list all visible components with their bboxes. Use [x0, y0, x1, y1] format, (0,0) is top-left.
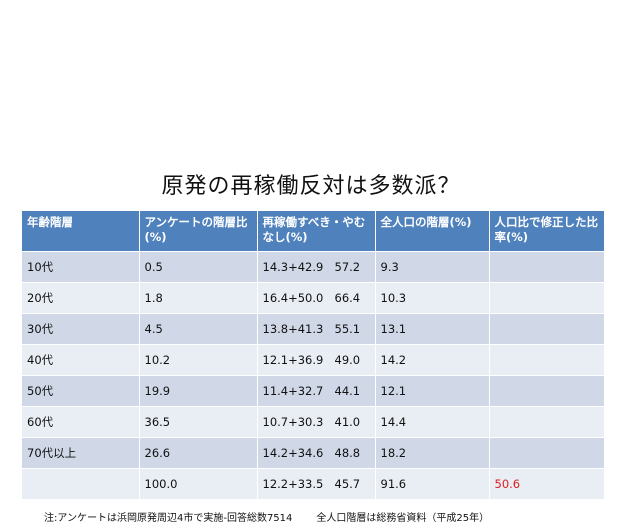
- adjusted-cell: [489, 437, 604, 469]
- table-row: 20代 1.8 16.4+50.0 66.4 10.3: [22, 282, 604, 314]
- table-row: 30代 4.5 13.8+41.3 55.1 13.1: [22, 313, 604, 345]
- survey-ratio-cell: 4.5: [139, 313, 258, 345]
- restart-cell: 10.7+30.3 41.0: [257, 406, 376, 438]
- header-age: 年齢階層: [22, 211, 140, 252]
- data-table: 年齢階層 アンケートの階層比(%) 再稼働すべき・やむなし(%) 全人口の階層(…: [22, 211, 604, 499]
- table-header-row: 年齢階層 アンケートの階層比(%) 再稼働すべき・やむなし(%) 全人口の階層(…: [22, 211, 604, 252]
- survey-ratio-cell: 36.5: [139, 406, 258, 438]
- table-row: 60代 36.5 10.7+30.3 41.0 14.4: [22, 406, 604, 438]
- restart-total: 55.1: [334, 322, 361, 336]
- table-row: 70代以上 26.6 14.2+34.6 48.8 18.2: [22, 437, 604, 469]
- restart-formula: 13.8+41.3: [262, 322, 324, 336]
- restart-cell: 16.4+50.0 66.4: [257, 282, 376, 314]
- age-cell: 10代: [22, 251, 140, 283]
- header-restart: 再稼働すべき・やむなし(%): [257, 211, 376, 252]
- restart-cell: 13.8+41.3 55.1: [257, 313, 376, 345]
- population-cell: 10.3: [375, 282, 490, 314]
- footnote-survey: 注:アンケートは浜岡原発周辺4市で実施-回答総数7514: [44, 513, 293, 524]
- restart-cell: 14.2+34.6 48.8: [257, 437, 376, 469]
- restart-formula: 14.2+34.6: [262, 446, 324, 460]
- restart-total: 44.1: [334, 384, 361, 398]
- age-cell: 60代: [22, 406, 140, 438]
- restart-total: 48.8: [334, 446, 361, 460]
- population-cell: 14.2: [375, 344, 490, 376]
- header-population: 全人口の階層(%): [375, 211, 490, 252]
- age-cell: 30代: [22, 313, 140, 345]
- survey-ratio-cell: 10.2: [139, 344, 258, 376]
- restart-formula: 12.1+36.9: [262, 353, 324, 367]
- table-row: 10代 0.5 14.3+42.9 57.2 9.3: [22, 251, 604, 283]
- population-cell: 91.6: [375, 468, 490, 499]
- restart-cell: 14.3+42.9 57.2: [257, 251, 376, 283]
- footnote-population-source: 全人口階層は総務省資料（平成25年）: [316, 513, 490, 524]
- restart-total: 66.4: [334, 291, 361, 305]
- adjusted-cell: [489, 313, 604, 345]
- population-cell: 12.1: [375, 375, 490, 407]
- table-row: 100.0 12.2+33.5 45.7 91.6 50.6: [22, 468, 604, 499]
- age-cell: [22, 468, 140, 499]
- adjusted-cell: [489, 251, 604, 283]
- slide-title: 原発の再稼働反対は多数派？: [161, 174, 461, 199]
- adjusted-cell: [489, 406, 604, 438]
- header-adjusted: 人口比で修正した比率(%): [489, 211, 604, 252]
- adjusted-cell: [489, 375, 604, 407]
- header-survey-ratio: アンケートの階層比(%): [139, 211, 258, 252]
- restart-total: 41.0: [334, 415, 361, 429]
- survey-ratio-cell: 19.9: [139, 375, 258, 407]
- restart-total: 57.2: [334, 260, 361, 274]
- restart-total: 49.0: [334, 353, 361, 367]
- adjusted-cell: [489, 282, 604, 314]
- restart-formula: 10.7+30.3: [262, 415, 324, 429]
- restart-formula: 12.2+33.5: [262, 477, 324, 491]
- table-row: 40代 10.2 12.1+36.9 49.0 14.2: [22, 344, 604, 376]
- survey-ratio-cell: 0.5: [139, 251, 258, 283]
- restart-cell: 12.2+33.5 45.7: [257, 468, 376, 499]
- restart-total: 45.7: [334, 477, 361, 491]
- age-cell: 70代以上: [22, 437, 140, 469]
- restart-cell: 11.4+32.7 44.1: [257, 375, 376, 407]
- table-row: 50代 19.9 11.4+32.7 44.1 12.1: [22, 375, 604, 407]
- adjusted-cell: 50.6: [489, 468, 604, 499]
- population-cell: 13.1: [375, 313, 490, 345]
- age-cell: 50代: [22, 375, 140, 407]
- footnote: 注:アンケートは浜岡原発周辺4市で実施-回答総数7514 全人口階層は総務省資料（…: [44, 509, 489, 524]
- restart-cell: 12.1+36.9 49.0: [257, 344, 376, 376]
- survey-ratio-cell: 100.0: [139, 468, 258, 499]
- survey-ratio-cell: 1.8: [139, 282, 258, 314]
- survey-ratio-cell: 26.6: [139, 437, 258, 469]
- adjusted-cell: [489, 344, 604, 376]
- age-cell: 20代: [22, 282, 140, 314]
- restart-formula: 16.4+50.0: [262, 291, 324, 305]
- restart-formula: 14.3+42.9: [262, 260, 324, 274]
- age-cell: 40代: [22, 344, 140, 376]
- population-cell: 14.4: [375, 406, 490, 438]
- restart-formula: 11.4+32.7: [262, 384, 324, 398]
- population-cell: 9.3: [375, 251, 490, 283]
- population-cell: 18.2: [375, 437, 490, 469]
